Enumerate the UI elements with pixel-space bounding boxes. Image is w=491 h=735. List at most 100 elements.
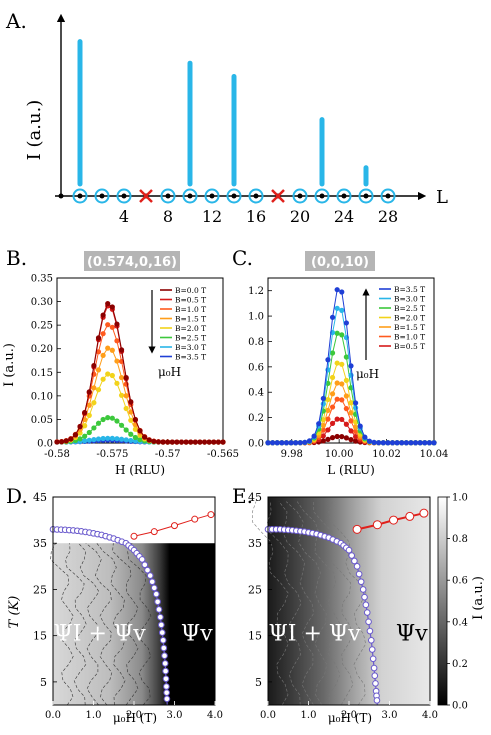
panel-e-colorbar-label: I (a.u.) (471, 576, 486, 620)
data-point (288, 440, 294, 446)
data-point (109, 372, 115, 379)
data-point (380, 440, 386, 446)
y-tick-label: 0.30 (31, 297, 53, 308)
x-tick-label: 10.04 (420, 449, 449, 460)
panel-a-dot (121, 193, 127, 199)
y-tick-label: 0.6 (248, 362, 264, 373)
x-tick-label: 1.0 (86, 710, 102, 721)
x-tick-label: 3.0 (167, 710, 183, 721)
panel-c-plot: 9.98 10.00 10.02 10.04 0.0 0.2 0.4 0.6 0.8 1.0 1.2 (248, 286, 448, 460)
contour-line (127, 543, 152, 706)
data-point (165, 439, 171, 445)
panel-a-dot (99, 193, 105, 199)
panel-d-xlabel: μ₀H (T) (113, 711, 157, 725)
data-point (109, 435, 115, 441)
data-point (297, 440, 303, 446)
contour-line (313, 501, 354, 706)
boundary-point (146, 572, 154, 579)
data-point (334, 360, 340, 366)
data-point (339, 289, 345, 295)
data-point (417, 440, 423, 446)
panel-a-markers (58, 188, 396, 204)
panel-a-dot (385, 193, 391, 199)
upper-point (171, 522, 178, 530)
legend-entry: B=2.5 T (175, 334, 206, 343)
data-point (109, 324, 115, 330)
panel-a-circle (94, 188, 110, 204)
contour-line (285, 501, 328, 706)
panel-b-xlabel: H (RLU) (115, 463, 165, 477)
region-label-left: ΨI + Ψv (269, 621, 362, 646)
panel-e: E. ΨI + Ψv Ψv 0.0 1.0 2.0 3.0 4.0 5 15 25 35 45 μ₀H… (232, 484, 486, 725)
panel-a-circle (204, 188, 220, 204)
boundary-point (150, 584, 158, 592)
data-point (100, 376, 106, 382)
data-point (109, 415, 115, 421)
upper-transition (130, 511, 215, 540)
y-tick-label: 1.2 (248, 286, 264, 297)
data-point (422, 440, 428, 446)
panel-a-circle (336, 188, 352, 204)
panel-a-dot (77, 193, 83, 199)
data-point (123, 427, 129, 433)
data-point (334, 287, 340, 293)
data-point (109, 347, 115, 353)
region-label-right: Ψv (181, 621, 213, 646)
data-point (123, 374, 129, 381)
data-point (320, 417, 326, 423)
panel-b-label: B. (6, 246, 27, 270)
data-point (348, 410, 354, 416)
boundary-point (365, 618, 372, 626)
data-point (339, 381, 345, 387)
data-point (95, 387, 102, 393)
data-point (174, 439, 180, 445)
y-tick-label: 0.4 (248, 388, 264, 399)
data-point (105, 345, 111, 351)
data-point (206, 439, 212, 445)
data-point (279, 440, 285, 446)
x-tick-label: 4.0 (422, 710, 438, 721)
data-point (220, 439, 226, 445)
panel-a-circle (116, 188, 132, 204)
data-point (82, 438, 88, 444)
data-point (100, 312, 106, 318)
data-point (91, 400, 97, 406)
legend-entry: B=3.5 T (394, 285, 425, 294)
boundary-point (373, 697, 381, 704)
phase-boundary (264, 526, 381, 706)
data-point (86, 429, 92, 436)
data-point (114, 436, 120, 442)
contour-line (50, 543, 74, 706)
x-tick-label: 4.0 (207, 710, 223, 721)
data-point (132, 416, 138, 423)
data-point (160, 439, 166, 445)
boundary-point (367, 636, 375, 644)
boundary-point (351, 557, 358, 565)
y-tick-label: 0.20 (31, 344, 53, 355)
panel-c-legend: B=3.5 TB=3.0 TB=2.5 TB=2.0 TB=1.5 TB=1.0… (379, 285, 425, 351)
data-point (329, 374, 336, 381)
panel-a-dot (165, 193, 171, 199)
panel-b-plot: -0.58 -0.575 -0.57 -0.565 0.0 0.05 0.10 0.15 0.2… (31, 274, 239, 461)
data-point (118, 422, 125, 428)
data-point (95, 420, 102, 426)
data-point (100, 352, 106, 358)
data-point (408, 440, 414, 446)
data-point (348, 437, 354, 443)
series (265, 287, 437, 446)
panel-c-xlabel: L (RLU) (327, 463, 375, 477)
colorbar-tick-label: 0.8 (452, 534, 468, 545)
data-point (329, 314, 336, 320)
legend-entry: B=0.5 T (394, 342, 425, 351)
data-point (95, 335, 102, 341)
data-point (339, 332, 345, 338)
x-tick-label: -0.575 (96, 449, 128, 460)
data-point (348, 428, 354, 434)
panel-a-ticks: 4 8 12 16 20 24 28 (119, 207, 398, 226)
data-point (389, 440, 396, 446)
data-point (339, 434, 345, 440)
data-point (343, 354, 349, 360)
upper-point (207, 511, 215, 519)
map-intensity (53, 543, 215, 705)
data-point (343, 320, 349, 326)
